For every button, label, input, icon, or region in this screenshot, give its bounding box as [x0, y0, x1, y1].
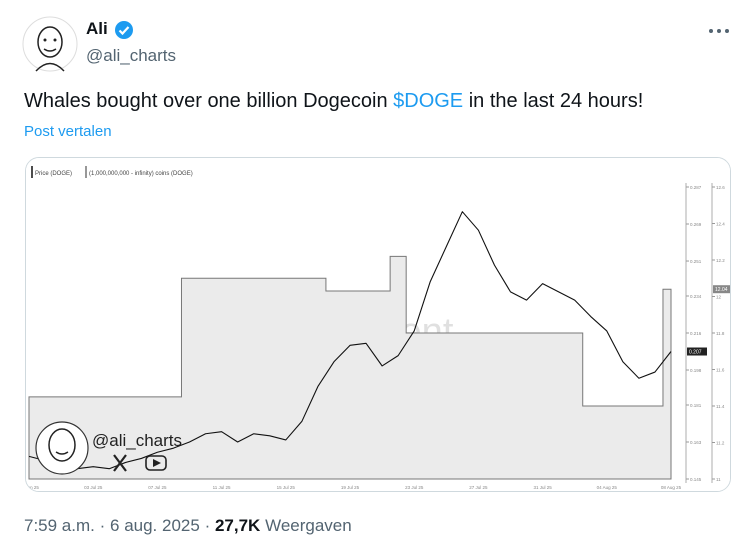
x-tick-label: 29 Jun 25	[26, 485, 39, 490]
price-line	[28, 211, 672, 470]
verified-badge	[115, 21, 133, 39]
price-tag	[687, 347, 707, 356]
y-tick-label: 0.145	[690, 477, 702, 482]
y-tick-label: 0.216	[690, 331, 702, 336]
youtube-play	[153, 459, 161, 467]
y2-tick-label: 11.2	[716, 441, 725, 446]
more-menu[interactable]	[708, 27, 730, 35]
x-tick-label: 23 Jul 25	[405, 485, 424, 490]
post-text: Whales bought over one billion Dogecoin …	[24, 90, 643, 113]
holdings-tag	[713, 285, 730, 294]
y-tick-label: 0.181	[690, 403, 702, 408]
signature-handle: @ali_charts	[92, 431, 182, 450]
separator: ·	[204, 516, 211, 535]
price-tag-label: 0.207	[689, 350, 702, 356]
text: Whales bought over one billion Dogecoin	[24, 90, 394, 112]
views-label: Weergaven	[265, 516, 352, 535]
x-tick-label: 31 Jul 25	[533, 485, 552, 490]
signature-face	[48, 428, 76, 462]
translate-link[interactable]: Post vertalen	[24, 123, 112, 140]
legend-label: (1,000,000,000 - infinity) coins (DOGE)	[89, 171, 193, 177]
x-tick-label: 08 Aug 25	[661, 485, 682, 490]
x-tick-label: 03 Jul 25	[84, 485, 103, 490]
x-tick-label: 27 Jul 25	[469, 485, 488, 490]
y2-tick-label: 11.6	[716, 368, 725, 373]
y-tick-label: 0.234	[690, 294, 702, 299]
y-tick-label: 0.198	[690, 368, 702, 373]
x-tick-label: 15 Jul 25	[277, 485, 296, 490]
chart-card[interactable]: Price (DOGE) (1,000,000,000 - infinity) c…	[25, 157, 731, 492]
avatar[interactable]	[22, 16, 78, 72]
y-tick-label: 0.251	[690, 259, 702, 264]
x-tick-label: 04 Aug 25	[597, 485, 618, 490]
legend-label: Price (DOGE)	[35, 171, 72, 177]
cashtag[interactable]: $DOGE	[393, 90, 464, 112]
y2-tick-label: 11.4	[716, 404, 725, 409]
separator: ·	[99, 516, 106, 535]
y-tick-label: 0.269	[690, 222, 702, 227]
y2-tick-label: 12.4	[716, 222, 725, 227]
chart: Price (DOGE) (1,000,000,000 - infinity) c…	[26, 158, 730, 491]
x-tick-label: 07 Jul 25	[148, 485, 167, 490]
y2-tick-label: 12.2	[716, 258, 725, 263]
post-footer: 7:59 a.m. · 6 aug. 2025 · 27,7K Weergave…	[24, 516, 352, 536]
y2-tick-label: 12.6	[716, 185, 725, 190]
y-tick-label: 0.287	[690, 185, 702, 190]
x-logo	[113, 454, 127, 472]
youtube-logo	[145, 455, 167, 471]
text: in the last 24 hours!	[463, 90, 644, 112]
holdings-tag-label: 12.04	[715, 287, 728, 293]
y2-tick-label: 11	[716, 477, 721, 482]
views-count: 27,7K	[214, 516, 261, 535]
date[interactable]: 6 aug. 2025	[110, 516, 200, 535]
x-tick-label: 19 Jul 25	[341, 485, 360, 490]
y2-tick-label: 12	[716, 295, 722, 300]
holdings-area	[28, 255, 672, 480]
y-tick-label: 0.163	[690, 440, 702, 445]
time[interactable]: 7:59 a.m.	[24, 516, 95, 535]
signature-mouth	[55, 451, 69, 455]
x-tick-label: 11 Jul 25	[213, 485, 231, 490]
y2-tick-label: 11.8	[716, 331, 725, 336]
author-name[interactable]: Ali	[86, 19, 108, 38]
signature: @ali_charts	[35, 421, 182, 475]
author-handle[interactable]: @ali_charts	[86, 46, 177, 65]
